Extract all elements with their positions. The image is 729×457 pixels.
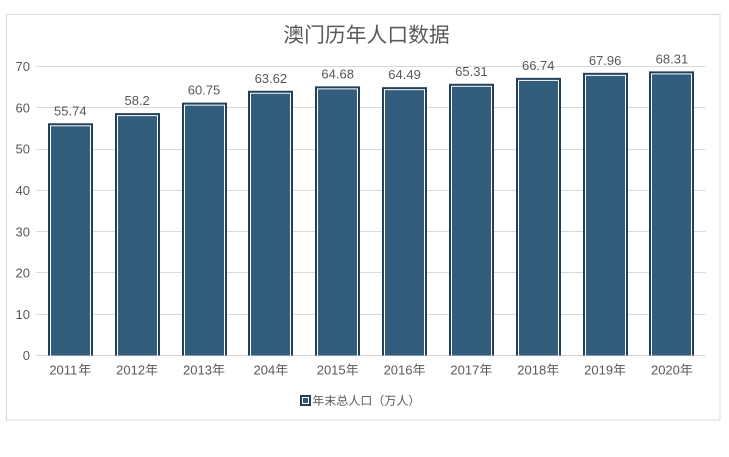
svg-text:63.62: 63.62 xyxy=(255,71,288,86)
svg-text:58.2: 58.2 xyxy=(124,93,149,108)
svg-text:68.31: 68.31 xyxy=(656,51,689,66)
svg-text:10: 10 xyxy=(16,307,30,322)
svg-text:2012: 2012 xyxy=(116,363,145,378)
svg-text:2018: 2018 xyxy=(517,363,546,378)
svg-text:40: 40 xyxy=(16,183,30,198)
svg-text:67.96: 67.96 xyxy=(589,53,622,68)
svg-text:55.74: 55.74 xyxy=(54,103,87,118)
svg-text:2020: 2020 xyxy=(651,363,680,378)
svg-text:2013: 2013 xyxy=(183,363,212,378)
svg-text:64.49: 64.49 xyxy=(388,67,421,82)
svg-text:30: 30 xyxy=(16,224,30,239)
svg-text:20: 20 xyxy=(16,266,30,281)
svg-text:2016: 2016 xyxy=(384,363,413,378)
svg-text:64.68: 64.68 xyxy=(321,66,354,81)
svg-text:204: 204 xyxy=(254,363,276,378)
svg-text:60.75: 60.75 xyxy=(188,83,221,98)
svg-text:60: 60 xyxy=(16,100,30,115)
svg-text:2019: 2019 xyxy=(584,363,613,378)
svg-text:2011: 2011 xyxy=(49,363,77,378)
svg-text:66.74: 66.74 xyxy=(522,58,555,73)
svg-text:2015: 2015 xyxy=(317,363,346,378)
svg-text:0: 0 xyxy=(23,348,30,363)
svg-text:50: 50 xyxy=(16,142,30,157)
svg-text:2017: 2017 xyxy=(450,363,479,378)
svg-text:65.31: 65.31 xyxy=(455,64,488,79)
svg-text:70: 70 xyxy=(16,59,30,74)
